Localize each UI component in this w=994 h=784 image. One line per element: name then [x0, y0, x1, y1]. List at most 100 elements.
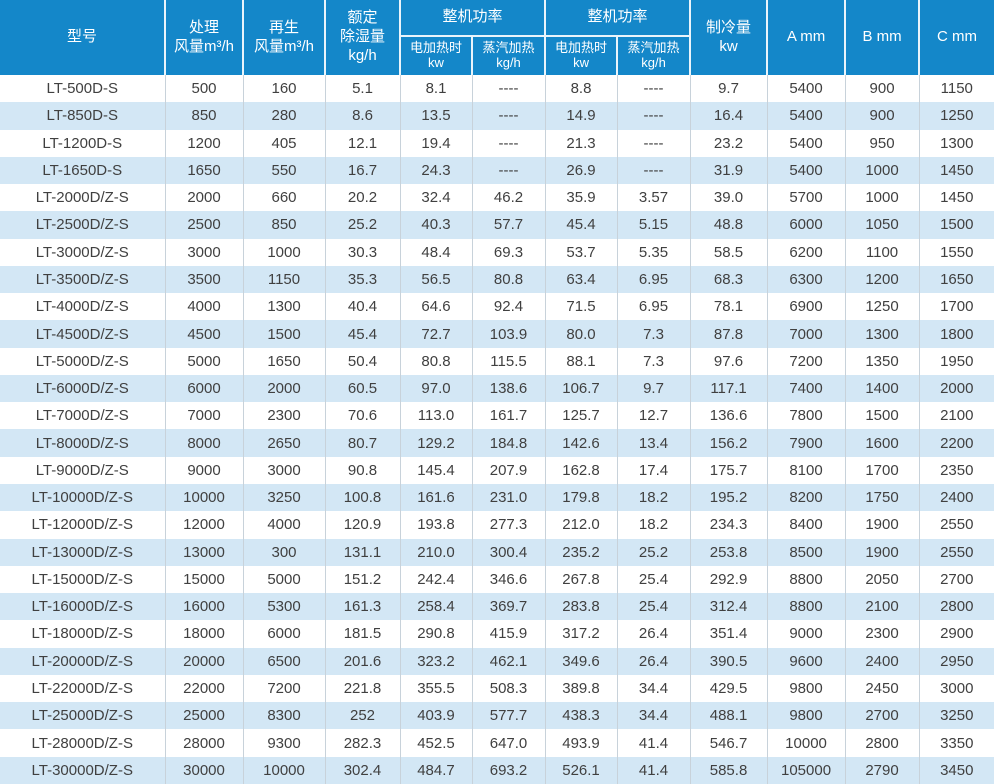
value-cell: 113.0 — [399, 402, 472, 430]
value-cell: 25.2 — [616, 538, 691, 566]
value-cell: 8.8 — [544, 75, 618, 103]
table-row: LT-8000D/Z-S 8000 2650 80.7 129.2 184.8 142.6 1… — [0, 429, 994, 457]
value-cell: 115.5 — [471, 347, 546, 375]
value-cell: 5000 — [164, 347, 243, 375]
value-cell: 300 — [242, 538, 325, 566]
value-cell: 80.8 — [399, 347, 472, 375]
value-cell: 5400 — [766, 102, 846, 130]
value-cell: 97.6 — [689, 347, 768, 375]
col-header-model: 型号 — [0, 0, 165, 75]
value-cell: 18.2 — [616, 511, 691, 539]
value-cell: 3000 — [164, 238, 243, 266]
col-header-regen-air: 再生 风量m³/h — [242, 0, 325, 75]
value-cell: 26.9 — [544, 156, 618, 185]
value-cell: 78.1 — [689, 293, 768, 321]
value-cell: 5400 — [766, 75, 846, 103]
table-row: LT-30000D/Z-S 30000 10000 302.4 484.7 693.2 52… — [0, 756, 994, 784]
value-cell: 35.3 — [324, 265, 400, 294]
value-cell: 292.9 — [689, 565, 768, 594]
col-header-electric-heating-2: 电加热时 kw — [544, 36, 618, 75]
value-cell: 40.3 — [399, 211, 472, 239]
value-cell: 92.4 — [471, 293, 546, 321]
value-cell: 50.4 — [324, 347, 400, 375]
value-cell: 1450 — [918, 184, 994, 212]
value-cell: 22000 — [164, 674, 243, 703]
value-cell: 390.5 — [689, 647, 768, 675]
value-cell: 1900 — [844, 538, 920, 566]
value-cell: 1500 — [918, 211, 994, 239]
model-cell: LT-6000D/Z-S — [0, 374, 165, 403]
value-cell: 1400 — [844, 374, 920, 403]
table-row: LT-500D-S 500 160 5.1 8.1 ---- 8.8 ---- 9.7 5400 9… — [0, 75, 994, 103]
value-cell: ---- — [616, 102, 691, 130]
value-cell: ---- — [616, 129, 691, 157]
value-cell: 30.3 — [324, 238, 400, 266]
value-cell: 500 — [164, 75, 243, 103]
model-cell: LT-9000D/Z-S — [0, 456, 165, 484]
model-cell: LT-4500D/Z-S — [0, 320, 165, 348]
value-cell: 1250 — [918, 102, 994, 130]
value-cell: 5.15 — [616, 211, 691, 239]
value-cell: 282.3 — [324, 729, 400, 757]
table-row: LT-18000D/Z-S 18000 6000 181.5 290.8 415.9 317… — [0, 620, 994, 648]
value-cell: 346.6 — [471, 565, 546, 594]
model-cell: LT-4000D/Z-S — [0, 293, 165, 321]
value-cell: 1750 — [844, 483, 920, 512]
value-cell: 1100 — [844, 238, 920, 266]
value-cell: 58.5 — [689, 238, 768, 266]
model-cell: LT-1200D-S — [0, 129, 165, 157]
value-cell: 585.8 — [689, 756, 768, 784]
value-cell: 2050 — [844, 565, 920, 594]
value-cell: 195.2 — [689, 483, 768, 512]
value-cell: 72.7 — [399, 320, 472, 348]
value-cell: 312.4 — [689, 593, 768, 621]
value-cell: ---- — [471, 156, 546, 185]
col-group-total-power-1: 整机功率 — [398, 0, 546, 37]
value-cell: 8500 — [766, 538, 846, 566]
value-cell: 193.8 — [399, 511, 472, 539]
value-cell: 693.2 — [471, 756, 546, 784]
model-cell: LT-2000D/Z-S — [0, 184, 165, 212]
value-cell: 235.2 — [544, 538, 618, 566]
model-cell: LT-20000D/Z-S — [0, 647, 165, 675]
value-cell: 1500 — [844, 402, 920, 430]
value-cell: 1700 — [918, 293, 994, 321]
value-cell: 4000 — [164, 293, 243, 321]
value-cell: 16000 — [164, 593, 243, 621]
model-cell: LT-13000D/Z-S — [0, 538, 165, 566]
value-cell: 175.7 — [689, 456, 768, 484]
value-cell: 2100 — [844, 593, 920, 621]
value-cell: 258.4 — [399, 593, 472, 621]
value-cell: 1250 — [844, 293, 920, 321]
value-cell: 438.3 — [544, 702, 618, 730]
value-cell: 30000 — [164, 756, 243, 784]
value-cell: 80.0 — [544, 320, 618, 348]
value-cell: 2790 — [844, 756, 920, 784]
value-cell: 19.4 — [399, 129, 472, 157]
value-cell: 9300 — [242, 729, 325, 757]
value-cell: 48.8 — [689, 211, 768, 239]
value-cell: 2700 — [844, 702, 920, 730]
value-cell: 7.3 — [616, 347, 691, 375]
col-header-steam-heating-1: 蒸汽加热 kg/h — [470, 36, 546, 75]
value-cell: 20000 — [164, 647, 243, 675]
value-cell: 8.6 — [324, 102, 400, 130]
value-cell: 17.4 — [616, 456, 691, 484]
value-cell: 355.5 — [399, 674, 472, 703]
value-cell: 6000 — [164, 374, 243, 403]
col-header-cooling-capacity: 制冷量 kw — [689, 0, 768, 75]
value-cell: 16.4 — [689, 102, 768, 130]
table-row: LT-25000D/Z-S 25000 8300 252 403.9 577.7 438.3… — [0, 702, 994, 730]
col-header-dim-a: A mm — [766, 0, 846, 75]
value-cell: 161.3 — [324, 593, 400, 621]
value-cell: 26.4 — [616, 647, 691, 675]
value-cell: 25.4 — [616, 593, 691, 621]
value-cell: 56.5 — [399, 265, 472, 294]
value-cell: 9800 — [766, 674, 846, 703]
value-cell: 550 — [242, 156, 325, 185]
value-cell: 40.4 — [324, 293, 400, 321]
value-cell: 24.3 — [399, 156, 472, 185]
value-cell: 1950 — [918, 347, 994, 375]
value-cell: 6000 — [766, 211, 846, 239]
value-cell: 46.2 — [471, 184, 546, 212]
